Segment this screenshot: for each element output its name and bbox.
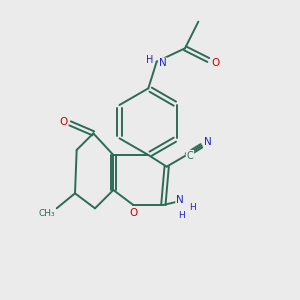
Text: CH₃: CH₃ (38, 209, 55, 218)
Text: C: C (187, 151, 194, 161)
Text: N: N (204, 137, 212, 147)
Text: O: O (59, 117, 68, 127)
Text: H: H (189, 203, 196, 212)
Text: N: N (159, 58, 167, 68)
Text: O: O (212, 58, 220, 68)
Text: H: H (178, 211, 185, 220)
Text: N: N (176, 195, 184, 205)
Text: O: O (129, 208, 137, 218)
Text: H: H (146, 55, 153, 65)
